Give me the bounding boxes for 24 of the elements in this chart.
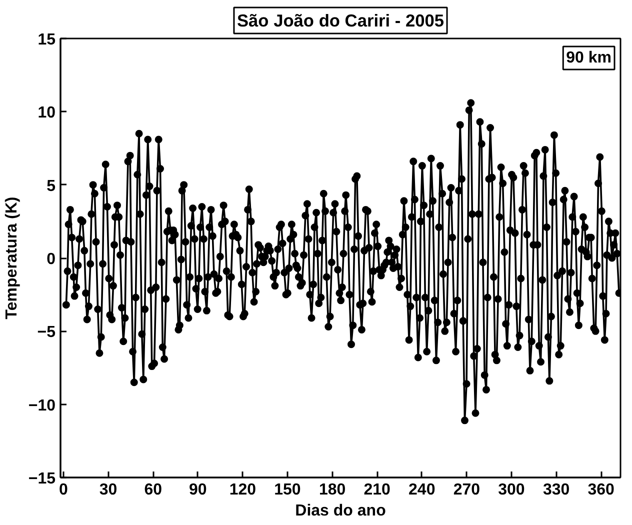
x-tick-label: 270 xyxy=(453,482,480,498)
y-tick-label: 15 xyxy=(38,32,56,48)
y-tick-label: 10 xyxy=(38,104,56,122)
y-tick-label: −10 xyxy=(28,397,56,414)
x-tick-label: 360 xyxy=(588,482,615,498)
x-tick-label: 330 xyxy=(542,482,570,498)
x-tick-label: 180 xyxy=(318,482,346,498)
y-tick-label: −5 xyxy=(37,324,56,342)
y-tick-label: 0 xyxy=(46,251,56,268)
x-tick-label: 240 xyxy=(408,482,436,498)
x-tick-label: 300 xyxy=(498,482,525,498)
y-axis-title: Temperatura (K) xyxy=(3,196,20,320)
x-axis-title: Dias do ano xyxy=(295,502,386,520)
x-tick-label: 210 xyxy=(364,482,391,498)
x-tick-label: 120 xyxy=(229,482,256,498)
x-tick-label: 0 xyxy=(59,482,68,498)
x-tick-label: 60 xyxy=(144,482,162,498)
annotation: 90 km xyxy=(566,50,612,66)
x-tick-label: 90 xyxy=(188,482,207,498)
y-tick-label: 5 xyxy=(46,178,56,195)
x-tick-label: 30 xyxy=(99,482,118,498)
x-tick-label: 150 xyxy=(274,482,301,498)
chart-title: São João do Cariri - 2005 xyxy=(236,10,444,30)
y-tick-label: −15 xyxy=(28,470,56,488)
